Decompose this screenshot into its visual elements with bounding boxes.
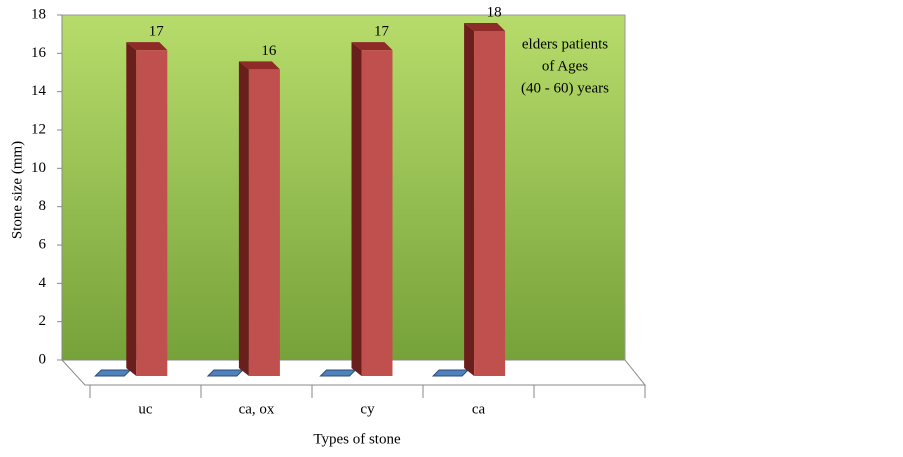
bar-side (126, 42, 137, 377)
bar-side (351, 42, 362, 377)
bar (319, 369, 357, 377)
bar-top (351, 42, 393, 51)
y-tick-label: 18 (31, 6, 46, 22)
annotation-line: elders patients (522, 36, 608, 52)
x-axis-title: Types of stone (313, 431, 401, 447)
bar (248, 69, 280, 376)
x-tick-label: ca (472, 401, 486, 417)
annotation-line: (40 - 60) years (521, 80, 609, 96)
y-tick-label: 0 (39, 351, 47, 367)
y-tick-label: 4 (39, 275, 47, 291)
bar-side (464, 23, 475, 376)
data-label: 18 (487, 4, 502, 20)
bar (94, 369, 132, 377)
bar-top (464, 23, 506, 31)
y-tick-label: 2 (39, 313, 47, 329)
y-tick-label: 8 (39, 198, 47, 214)
bar-top (238, 61, 280, 70)
bar-side (238, 61, 249, 376)
bar (136, 50, 168, 377)
data-label: 17 (149, 24, 165, 40)
data-label: 17 (374, 24, 390, 40)
x-tick-label: uc (138, 401, 153, 417)
y-tick-label: 16 (31, 45, 47, 61)
y-tick-label: 6 (39, 236, 47, 252)
bar (431, 369, 470, 377)
y-tick-label: 12 (31, 121, 46, 137)
y-tick-label: 14 (31, 83, 47, 99)
x-tick-label: cy (360, 401, 375, 417)
x-tick-label: ca, ox (239, 401, 275, 417)
bar (474, 31, 506, 376)
data-label: 16 (261, 43, 277, 59)
y-axis-title: Stone size (mm) (9, 141, 25, 239)
bar (206, 369, 245, 377)
bar-top (126, 42, 168, 51)
y-tick-label: 10 (31, 160, 46, 176)
annotation-line: of Ages (542, 58, 588, 74)
bar (361, 50, 393, 377)
